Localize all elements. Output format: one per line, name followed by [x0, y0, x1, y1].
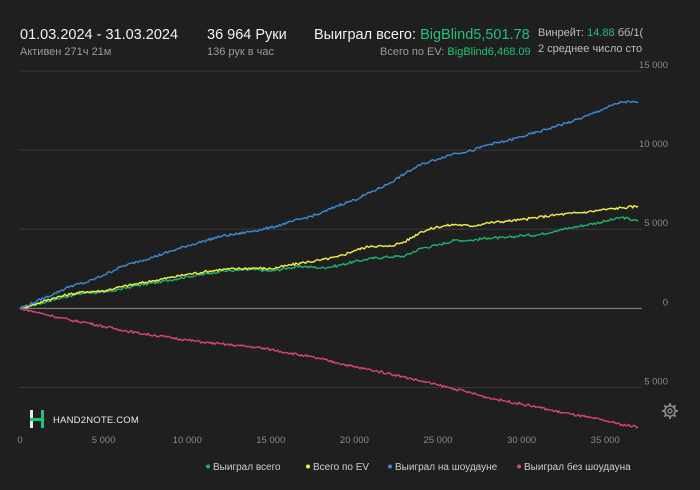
x-tick-label: 30 000 [507, 435, 536, 446]
ev-total-value: BigBlind6,468.09 [447, 46, 531, 58]
legend-item-showdown: Выиграл на шоудауне [388, 462, 498, 473]
y-tick-label: 10 000 [639, 139, 668, 150]
x-tick-label: 10 000 [173, 435, 202, 446]
series-line-nonshowdown [19, 307, 639, 429]
series-line-showdown [19, 100, 639, 309]
y-tick-label: 5 000 [644, 376, 668, 387]
x-tick-label: 35 000 [591, 435, 620, 446]
active-time: Активен 271ч 21м [20, 46, 112, 58]
chart-legend: Выиграл всего Всего по EV Выиграл на шоуда… [206, 461, 631, 473]
summary-header: 01.03.2024 - 31.03.2024 Активен 271ч 21м… [0, 0, 700, 70]
y-tick-label: 0 [663, 297, 668, 308]
winrate-unit: бб/1( [617, 27, 644, 39]
winrate: Винрейт: 14.88 бб/1( [538, 27, 643, 39]
x-tick-label: 20 000 [340, 435, 369, 446]
legend-item-nonshowdown: Выиграл без шоудауна [517, 461, 631, 473]
ev-total-label: Всего по EV: [380, 46, 445, 58]
hand2note-logo-icon [30, 410, 44, 428]
x-tick-label: 0 [17, 435, 22, 446]
winrate-value: 14.88 [587, 27, 615, 39]
series-line-ev [19, 205, 639, 310]
x-tick-label: 25 000 [423, 435, 452, 446]
won-total-label: Выиграл всего: [314, 27, 417, 43]
y-tick-label: 5 000 [644, 218, 668, 229]
date-range[interactable]: 01.03.2024 - 31.03.2024 [20, 27, 179, 43]
legend-item-won: Выиграл всего [206, 462, 281, 473]
hands-per-hour: 136 рук в час [207, 46, 275, 58]
hand2note-logo: HAND2NOTE.COM [30, 410, 139, 428]
legend-label-won: Выиграл всего [213, 462, 281, 473]
winrate-label: Винрейт: [538, 27, 585, 39]
hand2note-logo-text: HAND2NOTE.COM [53, 415, 139, 426]
grid-lines [20, 70, 642, 388]
x-tick-label: 15 000 [256, 435, 285, 446]
ev-total: Всего по EV: BigBlind6,468.09 [380, 46, 531, 58]
hands-count: 36 964 Руки [207, 27, 287, 43]
winrate-block: Винрейт: 14.88 бб/1( 2 среднее число сто [538, 20, 648, 60]
legend-label-showdown: Выиграл на шоудауне [395, 462, 498, 473]
legend-marker-won [206, 464, 210, 469]
series-line-won [19, 216, 639, 310]
avg-stack-text: 2 среднее число сто [538, 43, 643, 55]
legend-marker-ev [306, 464, 310, 469]
y-tick-label: 15 000 [639, 60, 668, 71]
gear-icon[interactable] [662, 403, 678, 419]
legend-marker-nonshowdown [517, 464, 521, 469]
y-axis: 15 000 10 000 5 000 0 5 000 [639, 60, 668, 387]
legend-marker-showdown [388, 464, 392, 469]
legend-item-ev: Всего по EV [306, 462, 369, 473]
won-total-value: BigBlind5,501.78 [420, 27, 530, 43]
legend-label-nonshowdown: Выиграл без шоудауна [524, 461, 631, 473]
series-lines [19, 100, 639, 429]
x-axis: 0 5 000 10 000 15 000 20 000 25 000 30 000 35 0… [17, 435, 619, 446]
legend-label-ev: Всего по EV [313, 462, 369, 473]
won-total: Выиграл всего: BigBlind5,501.78 [314, 27, 530, 43]
x-tick-label: 5 000 [92, 435, 116, 446]
